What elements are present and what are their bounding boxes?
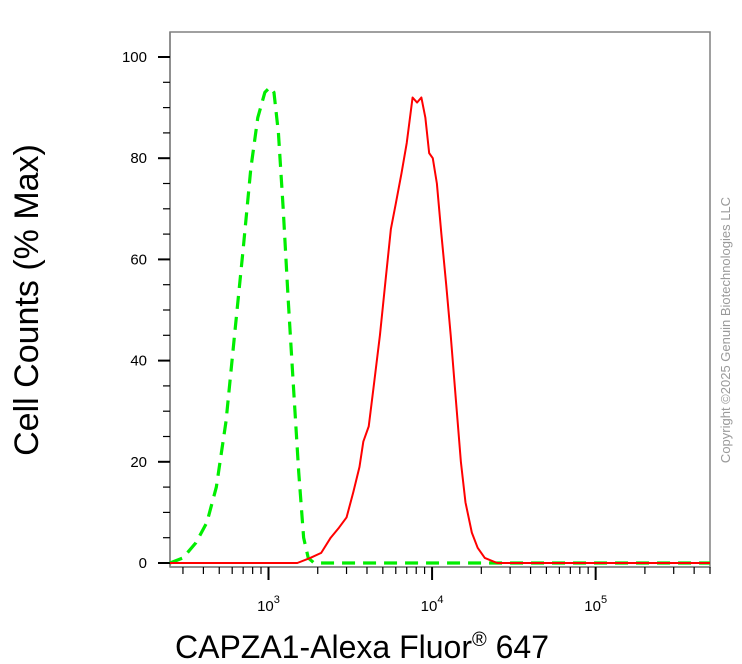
- series-layer: [169, 85, 710, 565]
- y-axis-title: Cell Counts (% Max): [8, 144, 46, 456]
- y-tick-label: 0: [139, 555, 147, 572]
- x-tick-label: 104: [421, 594, 444, 615]
- x-tick-label: 103: [257, 594, 280, 615]
- y-tick-label: 60: [130, 251, 147, 268]
- plot-frame: [169, 31, 711, 568]
- x-tick-base: 10: [257, 598, 274, 615]
- x-tick-base: 10: [421, 598, 438, 615]
- x-axis-title-main: CAPZA1-Alexa Fluor: [175, 629, 472, 664]
- y-tick-label: 20: [130, 454, 147, 471]
- x-axis: 103 104 105: [170, 566, 711, 615]
- x-tick-exponent: 4: [437, 594, 443, 606]
- series-line-solid: [170, 96, 710, 564]
- x-tick-exponent: 3: [274, 594, 280, 606]
- registered-mark: ®: [472, 629, 487, 651]
- x-tick-base: 10: [584, 598, 601, 615]
- y-tick-label: 100: [122, 49, 147, 66]
- y-axis: 0 20 40 60 80 100: [122, 32, 171, 572]
- x-tick-label: 105: [584, 594, 607, 615]
- x-tick-exponent: 5: [601, 594, 607, 606]
- x-axis-title-suffix: 647: [487, 629, 549, 664]
- x-axis-title: CAPZA1-Alexa Fluor® 647: [175, 629, 549, 664]
- copyright-text: Copyright ©2025 Genuin Biotechnologies L…: [718, 197, 733, 463]
- y-tick-label: 40: [130, 353, 147, 370]
- series-line-dashed: [169, 85, 710, 565]
- y-tick-label: 80: [130, 150, 147, 167]
